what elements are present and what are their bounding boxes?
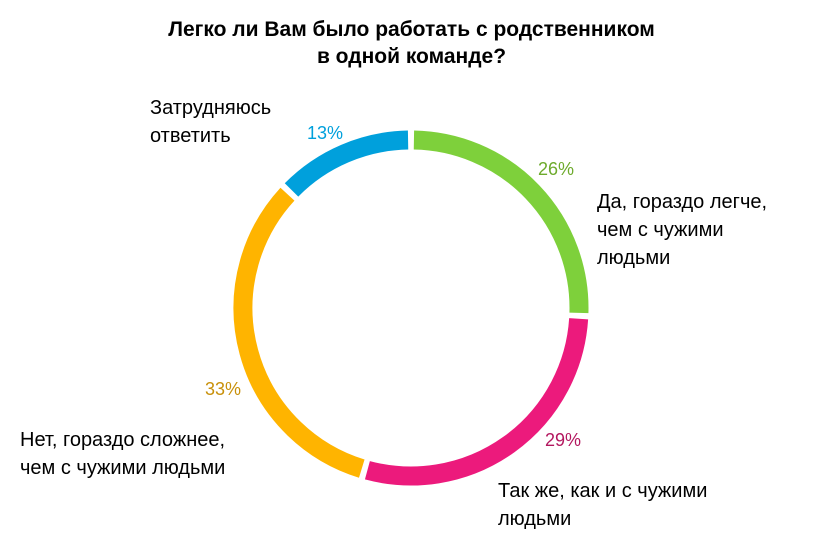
slice-easier <box>413 130 589 314</box>
slice-undecided <box>284 130 409 197</box>
category-label-same: Так же, как и с чужими людьми <box>498 480 708 530</box>
category-label-easier: Да, гораздо легче, чем с чужими людьми <box>597 191 768 269</box>
pct-label-easier: 26% <box>538 159 575 179</box>
chart-title-line-2: в одной команде? <box>316 45 507 68</box>
category-label-harder: Нет, гораздо сложнее, чем с чужими людьм… <box>20 429 226 479</box>
pct-label-same: 29% <box>545 430 582 450</box>
pct-label-harder: 33% <box>205 379 242 399</box>
category-label-undecided: Затрудняюсь ответить <box>150 97 272 147</box>
chart-title-line-1: Легко ли Вам было работать с родственник… <box>168 18 655 41</box>
slice-harder <box>233 187 365 478</box>
chart-title: Легко ли Вам было работать с родственник… <box>0 16 823 70</box>
pct-label-undecided: 13% <box>307 123 344 143</box>
slice-same <box>364 318 589 486</box>
